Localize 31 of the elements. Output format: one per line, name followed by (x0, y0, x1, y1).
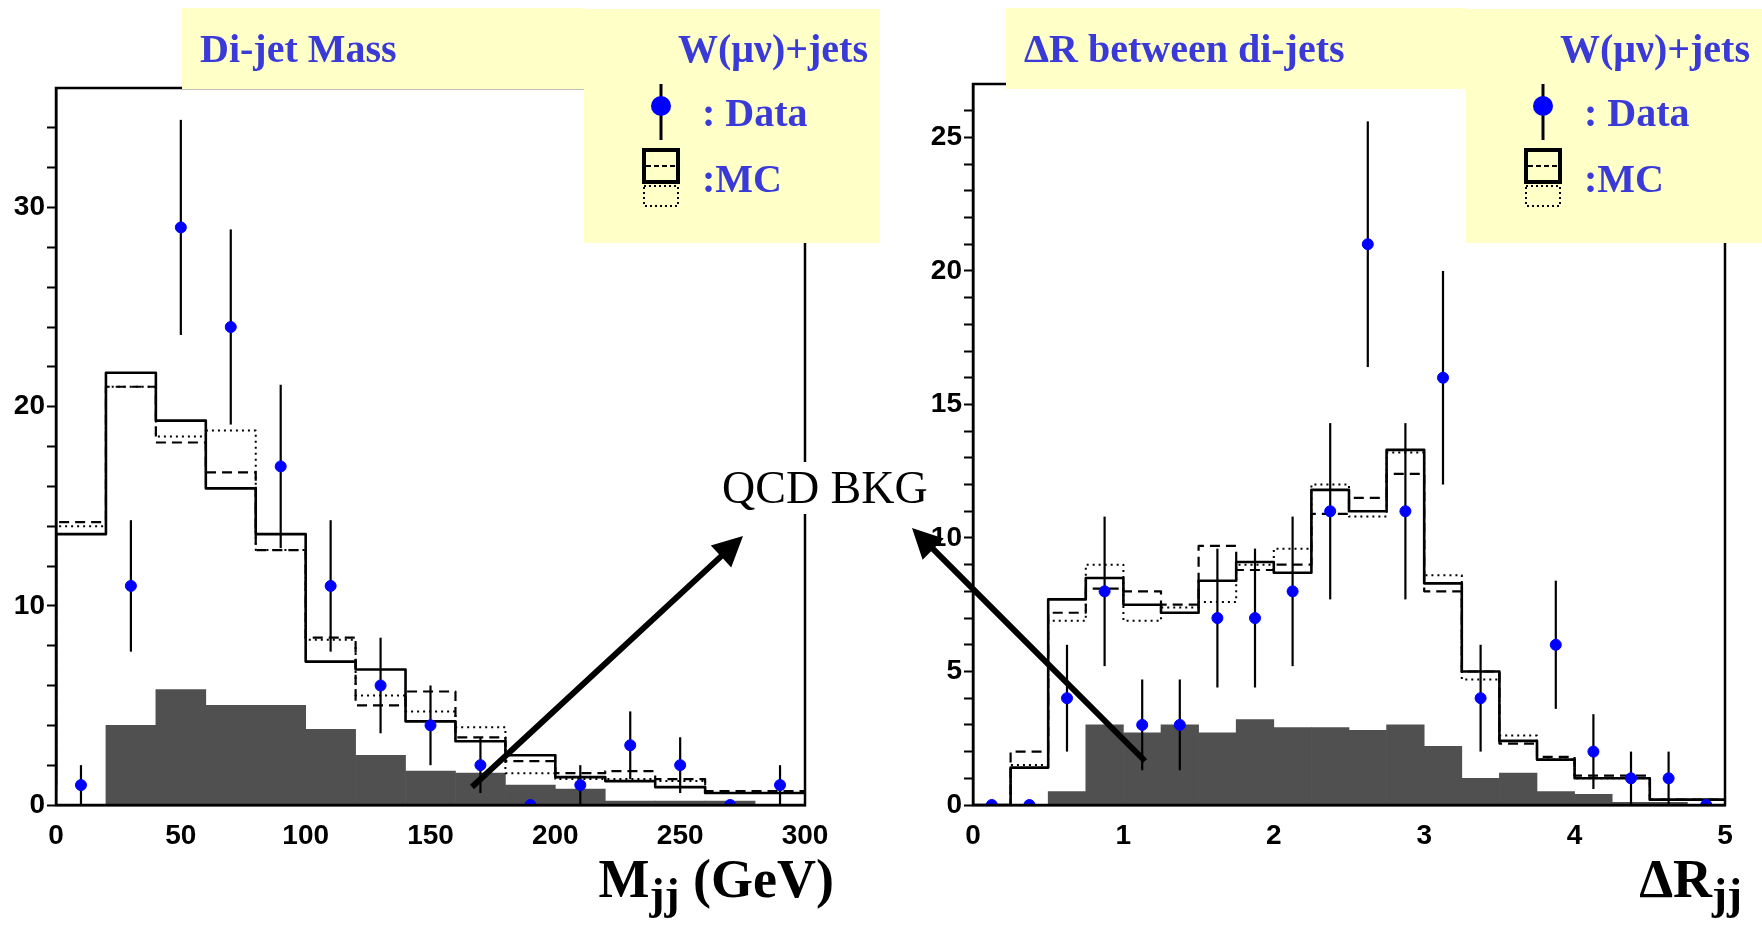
x-tick-label: 5 (1717, 818, 1733, 850)
y-tick-label: 20 (13, 389, 45, 421)
y-tick-label: 10 (13, 588, 45, 620)
legend-label: : Data (1584, 88, 1690, 136)
x-tick-label: 100 (282, 818, 330, 850)
y-tick-label: 25 (930, 120, 962, 152)
legend-label: :MC (702, 154, 782, 202)
annotation: QCD BKG (718, 462, 932, 514)
x-tick-label: 1 (1115, 818, 1132, 850)
x-axis-title: ΔR$_{jj}$ (1639, 848, 1742, 920)
x-tick-label: 4 (1566, 818, 1583, 850)
x-axis-title: M$_{jj}$ (GeV) (598, 848, 834, 920)
y-tick-label: 0 (946, 787, 962, 819)
y-tick-label: 20 (930, 253, 962, 285)
x-tick-label: 300 (781, 818, 829, 850)
x-tick-label: 2 (1266, 818, 1282, 850)
x-tick-label: 50 (165, 818, 197, 850)
y-tick-label: 30 (13, 190, 45, 222)
legend-label: :MC (1584, 154, 1664, 202)
y-tick-label: 15 (930, 387, 962, 419)
x-tick-label: 250 (656, 818, 704, 850)
y-tick-label: 0 (29, 787, 45, 819)
legend-label: : Data (702, 88, 808, 136)
legend-title: W(μν)+jets (1559, 25, 1750, 73)
x-tick-label: 200 (531, 818, 579, 850)
x-tick-label: 3 (1416, 818, 1432, 850)
y-tick-label: 5 (946, 654, 962, 686)
legend-title: W(μν)+jets (677, 25, 868, 73)
caption-box: Di-jet Mass (182, 8, 584, 89)
x-tick-label: 150 (407, 818, 454, 850)
caption-box: ΔR between di-jets (1006, 8, 1466, 89)
